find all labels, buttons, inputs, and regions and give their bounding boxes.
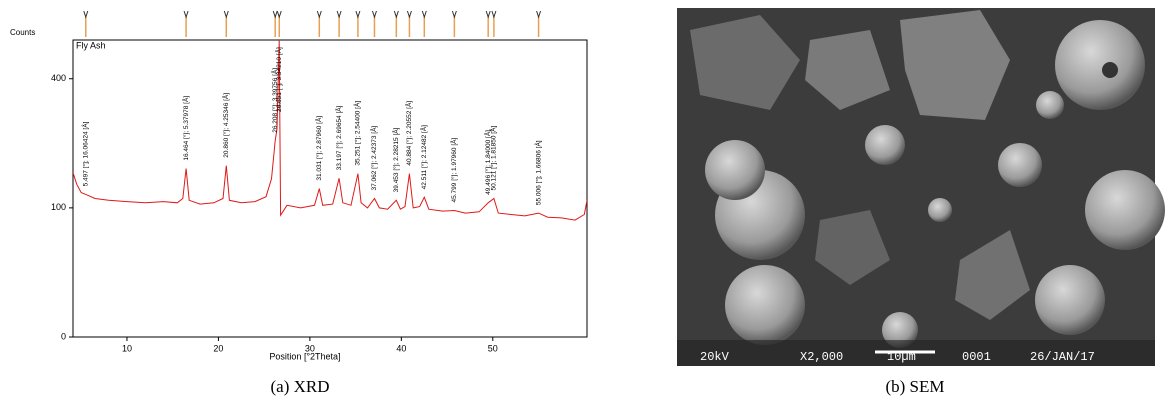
peak-marker-head [184,11,188,17]
caption: (a) XRD [270,377,329,396]
peak-label: 37.062 [°]; 2.42373 [Å] [369,126,378,191]
peak-label: 26.651 [°]; 3.34210 [Å] [274,47,283,112]
sem-image-number: 0001 [962,350,991,364]
peak-label: 5.497 [°]; 16.06424 [Å] [80,121,89,186]
peak-marker-head [492,11,496,17]
peak-marker-head [394,11,398,17]
x-tick-label: 50 [488,343,498,353]
sem-scale: 10µm [887,350,916,364]
peak-marker-head [407,11,411,17]
peak-label: 35.251 [°]; 2.54400 [Å] [353,101,362,166]
y-tick-label: 100 [51,202,66,212]
peak-marker-head [84,11,88,17]
peak-marker-head [537,11,541,17]
peak-marker-head [224,11,228,17]
sem-image [677,8,1165,366]
peak-marker-head [422,11,426,17]
peak-label: 33.197 [°]; 2.69654 [Å] [334,105,343,170]
xrd-line [73,41,587,220]
peak-label: 42.511 [°]; 2.12482 [Å] [419,125,428,189]
peak-marker-head [372,11,376,17]
chart-title: Fly Ash [76,40,106,50]
peak-label: 20.860 [°]; 4.25346 [Å] [221,93,230,158]
page: {"chart_data": {"type": "line", "title":… [0,0,1167,407]
sem-voltage: 20kV [700,350,730,364]
sem-magnification: X2,000 [800,350,843,364]
peak-marker-head [486,11,490,17]
y-tick-label: 400 [51,73,66,83]
peak-marker-head [452,11,456,17]
peak-label: 31.031 [°]; 2.87960 [Å] [314,116,323,181]
x-tick-label: 30 [305,343,315,353]
caption: (b) SEM [885,377,944,396]
sem-date: 26/JAN/17 [1030,350,1095,364]
peak-marker-head [317,11,321,17]
peak-marker-head [356,11,360,17]
plot-frame [73,40,587,337]
peak-marker-head [273,11,277,17]
peak-label: 16.464 [°]; 5.37978 [Å] [181,96,190,161]
figure: Fly Ash Counts Position [°2Theta] (a) XR… [0,0,1167,402]
x-tick-label: 40 [396,343,406,353]
y-axis-title: Counts [10,28,35,37]
x-tick-label: 20 [213,343,223,353]
peak-label: 50.121 [°]; 1.81850 [Å] [489,126,498,191]
peak-label: 45.799 [°]; 1.97960 [Å] [449,138,458,203]
peak-marker-head [277,11,281,17]
x-tick-label: 10 [122,343,132,353]
peak-label: 40.884 [°]; 2.20552 [Å] [404,101,413,166]
y-tick-label: 0 [61,331,66,341]
peak-label: 55.006 [°]; 1.66806 [Å] [533,140,542,205]
peak-marker-head [337,11,341,17]
peak-label: 39.453 [°]; 2.28215 [Å] [391,127,400,192]
